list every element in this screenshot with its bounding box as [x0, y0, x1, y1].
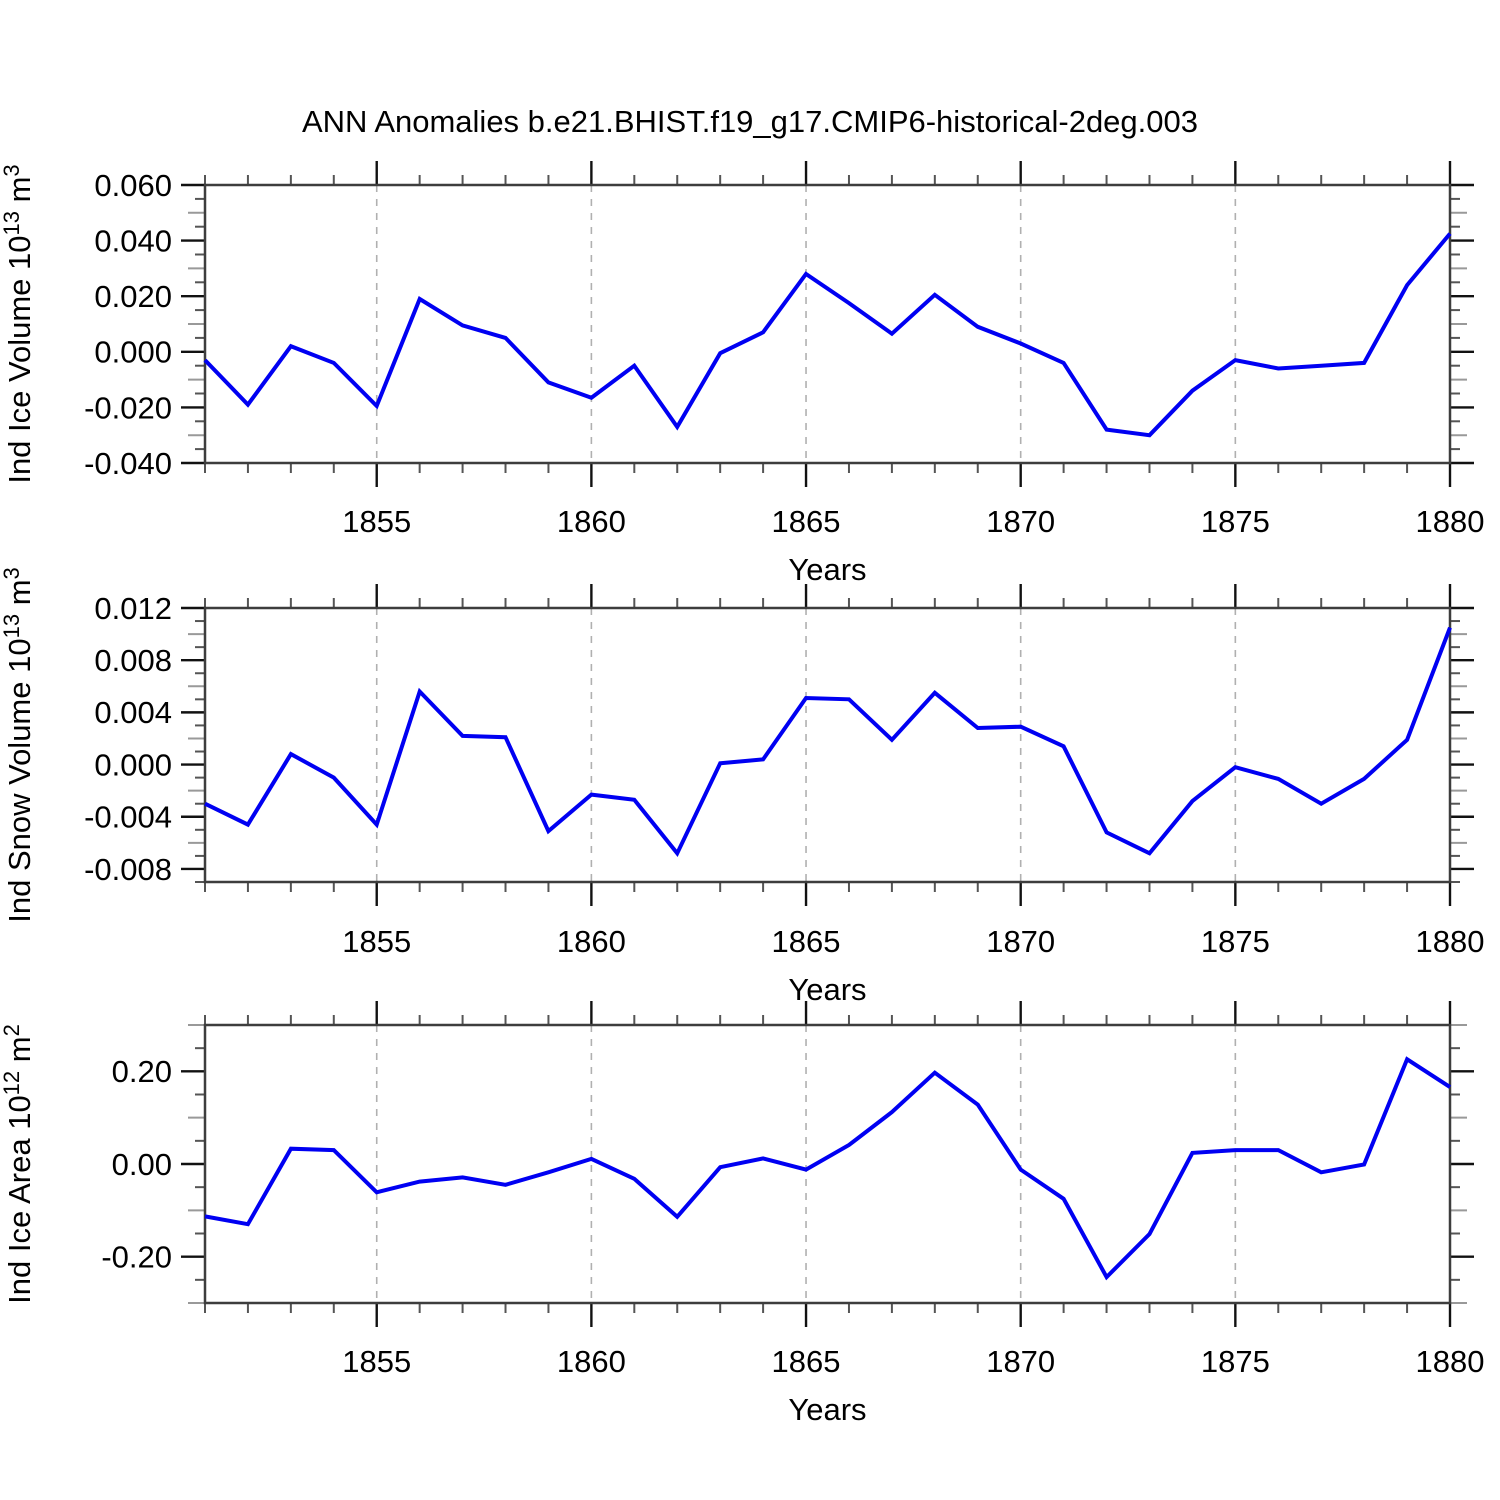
x-axis-title: Years — [788, 552, 866, 587]
y-tick-label: -0.008 — [84, 852, 172, 887]
y-axis-title: Ind Snow Volume 1013 m3 — [0, 567, 37, 923]
y-tick-label: 0.008 — [94, 643, 172, 678]
x-tick-label: 1865 — [772, 504, 841, 539]
data-series-line — [204, 626, 1452, 858]
chart-2: 0.012 0.008 0.004 0.000 -0.004 -0.008 1855 1860… — [0, 567, 1484, 1007]
plot-frame — [203, 183, 1452, 465]
x-tick-label: 1855 — [342, 504, 411, 539]
y-tick-label: 0.000 — [94, 747, 172, 782]
y-tick-label: 0.000 — [94, 335, 172, 370]
x-axis-title: Years — [788, 1392, 866, 1427]
y-axis-title: Ind Ice Volume 1013 m3 — [0, 164, 37, 483]
y-tick-label: 0.060 — [94, 168, 172, 203]
y-tick-label: -0.20 — [101, 1240, 172, 1275]
y-tick-label: -0.040 — [84, 446, 172, 481]
y-tick-label: -0.004 — [84, 800, 172, 835]
y-tick-label: 0.012 — [94, 591, 172, 626]
x-tick-label: 1870 — [986, 1344, 1055, 1379]
y-tick-label: 0.040 — [94, 223, 172, 258]
y-tick-label: 0.00 — [112, 1147, 172, 1182]
data-series-line — [204, 1056, 1452, 1281]
x-tick-label: 1880 — [1416, 924, 1485, 959]
x-tick-label: 1870 — [986, 924, 1055, 959]
x-tick-label: 1865 — [772, 1344, 841, 1379]
x-tick-label: 1875 — [1201, 1344, 1270, 1379]
x-tick-label: 1880 — [1416, 504, 1485, 539]
y-axis-title: Ind Ice Area 1012 m2 — [0, 1024, 37, 1304]
x-tick-label: 1860 — [557, 924, 626, 959]
chart-1: 0.060 0.040 0.020 0.000 -0.020 -0.040 1855 1860… — [0, 161, 1484, 587]
x-tick-label: 1875 — [1201, 924, 1270, 959]
y-tick-label: 0.004 — [94, 695, 172, 730]
chart-title: ANN Anomalies b.e21.BHIST.f19_g17.CMIP6-… — [301, 104, 1199, 139]
plot-frame — [203, 1023, 1452, 1305]
y-tick-label: 0.20 — [112, 1054, 172, 1089]
x-tick-label: 1855 — [342, 1344, 411, 1379]
x-tick-label: 1860 — [557, 504, 626, 539]
plot-frame — [203, 606, 1452, 884]
x-axis-title: Years — [788, 972, 866, 1007]
y-tick-label: 0.020 — [94, 279, 172, 314]
x-tick-label: 1870 — [986, 504, 1055, 539]
chart-3: 0.20 0.00 -0.20 1855 1860 1865 1870 1875 1880 Yea… — [0, 1001, 1484, 1427]
x-tick-label: 1865 — [772, 924, 841, 959]
x-tick-label: 1855 — [342, 924, 411, 959]
x-tick-label: 1860 — [557, 1344, 626, 1379]
data-series-line — [203, 232, 1452, 438]
x-tick-label: 1875 — [1201, 504, 1270, 539]
y-tick-label: -0.020 — [84, 390, 172, 425]
x-tick-label: 1880 — [1416, 1344, 1485, 1379]
